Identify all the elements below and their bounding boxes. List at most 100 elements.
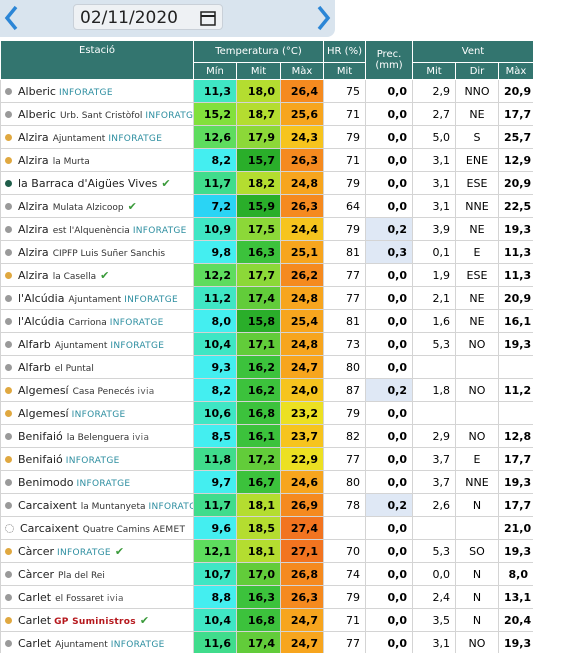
value-cell: 16,1	[236, 424, 281, 448]
station-row[interactable]: Alzira Ajuntament INFORATGE 12,6 17,9 24,3 79 0…	[0, 125, 533, 149]
value-cell: 9,3	[193, 355, 237, 379]
station-row[interactable]: Alberic INFORATGE 11,3 18,0 26,4 75 0,0 2,9 NNO 2…	[0, 79, 533, 103]
value-cell: 10,4	[193, 608, 237, 632]
value-cell: 13,1	[498, 585, 533, 609]
stations-table: Estació Temperatura (°C) HR (%) Prec. (m…	[0, 40, 533, 653]
value-cell: 24,3	[280, 125, 324, 149]
value-cell: E	[455, 240, 499, 264]
station-town: Alfarb	[18, 360, 51, 374]
value-cell	[412, 516, 456, 540]
verified-check: ✔	[100, 268, 110, 282]
station-town: Alberic	[18, 107, 56, 121]
station-cell: Alzira est l'Alquenència INFORATGE	[0, 217, 194, 241]
status-dot	[5, 134, 12, 141]
station-cell: l'Alcúdia Ajuntament INFORATGE	[0, 286, 194, 310]
station-row[interactable]: Algemesí INFORATGE 10,6 16,8 23,2 79 0,0	[0, 401, 533, 425]
value-cell: 17,1	[236, 332, 281, 356]
station-row[interactable]: Alfarb Ajuntament INFORATGE 10,4 17,1 24,8 73 0…	[0, 332, 533, 356]
station-town: Benifaió	[18, 452, 63, 466]
value-cell: 0,0	[365, 194, 413, 218]
station-cell: Carlet Ajuntament INFORATGE	[0, 631, 194, 653]
value-cell: NE	[455, 102, 499, 126]
value-cell: 25,4	[280, 309, 324, 333]
station-place: Pla del Rei	[58, 570, 105, 581]
station-row[interactable]: l'Alcúdia Carriona INFORATGE 8,0 15,8 25,4 81 0…	[0, 309, 533, 333]
station-row[interactable]: Carlet Ajuntament INFORATGE 11,6 17,4 24,7 77 0…	[0, 631, 533, 653]
value-cell: 24,7	[280, 608, 324, 632]
value-cell: 26,8	[280, 562, 324, 586]
value-cell: 18,5	[236, 516, 281, 540]
value-cell: NO	[455, 631, 499, 653]
station-cell: Benifaió la Belenguera ivia	[0, 424, 194, 448]
date-input[interactable]: 02/11/2020	[73, 4, 223, 30]
station-row[interactable]: Càrcer INFORATGE ✔ 12,1 18,1 27,1 70 0,0 5,3 SO 19…	[0, 539, 533, 563]
header[interactable]: Estació	[0, 40, 194, 80]
station-row[interactable]: Càrcer Pla del Rei 10,7 17,0 26,8 74 0,0 0,0 N 8,…	[0, 562, 533, 586]
station-row[interactable]: Alzira la Casella ✔ 12,2 17,7 26,2 77 0,0 1,9 ESE…	[0, 263, 533, 287]
station-row[interactable]: Alzira CIPFP Luis Suñer Sanchis 9,8 16,3 25,…	[0, 240, 533, 264]
value-cell: 82	[323, 424, 366, 448]
prev-date[interactable]	[2, 3, 22, 33]
value-cell: 11,6	[193, 631, 237, 653]
station-row[interactable]: Benifaió INFORATGE 11,8 17,2 22,9 77 0,0 3,7 E 17…	[0, 447, 533, 471]
value-cell: 26,3	[280, 585, 324, 609]
value-cell: 16,3	[236, 240, 281, 264]
next-date[interactable]	[313, 3, 333, 33]
value-cell: 7,2	[193, 194, 237, 218]
status-dot	[5, 295, 12, 302]
station-row[interactable]: Alzira Mulata Alzicoop ✔ 7,2 15,9 26,3 64 0,0 3,…	[0, 194, 533, 218]
value-cell: 5,0	[412, 125, 456, 149]
value-cell: 20,9	[498, 171, 533, 195]
station-row[interactable]: Benimodo INFORATGE 9,7 16,7 24,6 80 0,0 3,7 NNE 1…	[0, 470, 533, 494]
status-dot	[5, 479, 12, 486]
calendar-icon[interactable]	[200, 10, 216, 26]
status-dot	[5, 387, 12, 394]
value-cell: N	[455, 493, 499, 517]
value-cell: 0,0	[365, 401, 413, 425]
value-cell: SO	[455, 539, 499, 563]
value-cell	[498, 401, 533, 425]
value-cell: 24,7	[280, 631, 324, 653]
status-dot	[5, 571, 12, 578]
value-cell: 0,0	[365, 148, 413, 172]
value-cell: 3,7	[412, 470, 456, 494]
station-row[interactable]: l'Alcúdia Ajuntament INFORATGE 11,2 17,4 24,8…	[0, 286, 533, 310]
value-cell	[455, 355, 499, 379]
value-cell: 16,2	[236, 355, 281, 379]
station-row[interactable]: Carlet GP Suministros ✔ 10,4 16,8 24,7 71 0,0 3,…	[0, 608, 533, 632]
value-cell: NE	[455, 286, 499, 310]
sub-header: Mín	[193, 62, 237, 80]
status-dot	[5, 111, 12, 118]
station-row[interactable]: la Barraca d'Aigües Vives ✔ 11,7 18,2 24,8 79…	[0, 171, 533, 195]
status-dot	[5, 617, 12, 624]
station-row[interactable]: Alzira est l'Alquenència INFORATGE 10,9 17,5…	[0, 217, 533, 241]
value-cell: 9,6	[193, 516, 237, 540]
status-dot	[5, 318, 12, 325]
verified-check: ✔	[139, 613, 150, 627]
status-dot	[5, 180, 12, 187]
value-cell: 5,3	[412, 539, 456, 563]
status-dot	[5, 640, 12, 647]
station-row[interactable]: Carlet el Fossaret ivia 8,8 16,3 26,3 79 0,0 2,4…	[0, 585, 533, 609]
value-cell: 16,1	[498, 309, 533, 333]
station-cell: Alberic INFORATGE	[0, 79, 194, 103]
table-wrap: Estació Temperatura (°C) HR (%) Prec. (m…	[0, 40, 533, 653]
station-row[interactable]: Alzira la Murta 8,2 15,7 26,3 71 0,0 3,1 ENE 12,9	[0, 148, 533, 172]
value-cell: 19,3	[498, 332, 533, 356]
value-cell: 3,1	[412, 171, 456, 195]
station-row[interactable]: Algemesí Casa Penecés ivia 8,2 16,2 24,0 87 0,2…	[0, 378, 533, 402]
station-town: Alzira	[18, 153, 49, 167]
value-cell: 22,5	[498, 194, 533, 218]
station-source: ivia	[106, 593, 124, 604]
station-town: Algemesí	[18, 383, 69, 397]
station-row[interactable]: Alfarb el Puntal 9,3 16,2 24,7 80 0,0	[0, 355, 533, 379]
status-dot	[5, 203, 12, 210]
station-row[interactable]: Carcaixent Quatre Camins AEMET 9,6 18,5 27,4 0…	[0, 516, 533, 540]
station-place: Urb. Sant Cristòfol	[59, 110, 143, 121]
station-row[interactable]: Benifaió la Belenguera ivia 8,5 16,1 23,7 82 0,…	[0, 424, 533, 448]
value-cell: 0,0	[365, 424, 413, 448]
station-cell: Alzira la Murta	[0, 148, 194, 172]
station-cell: Benifaió INFORATGE	[0, 447, 194, 471]
